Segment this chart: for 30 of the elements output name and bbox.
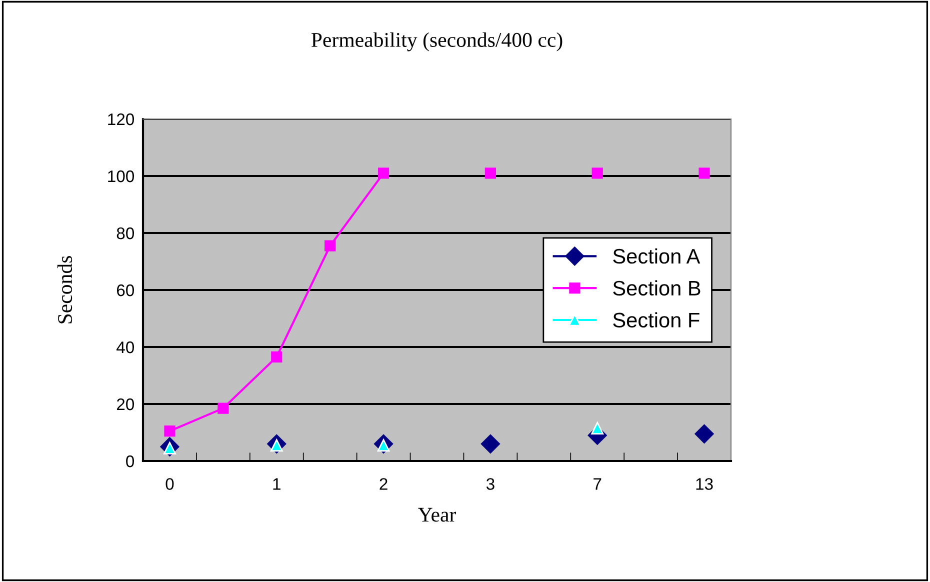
x-tick-label: 13: [696, 478, 713, 490]
point: [378, 168, 390, 179]
legend-label: Section A: [613, 248, 700, 264]
x-tick-label: 1: [273, 478, 280, 490]
x-tick-label: 7: [594, 478, 602, 490]
point: [164, 426, 176, 437]
legend-label: Section B: [613, 280, 700, 296]
point: [698, 168, 710, 179]
point: [592, 168, 603, 179]
point: [484, 168, 496, 179]
x-tick-label: 0: [166, 478, 174, 490]
x-tick-label: 3: [486, 478, 494, 490]
y-tick-label: 120: [108, 113, 134, 126]
x-tick-label: 2: [380, 478, 388, 490]
point: [480, 434, 500, 454]
point: [694, 424, 714, 444]
chart-title: Permeability (seconds/400 cc): [311, 32, 562, 52]
point: [218, 402, 229, 414]
point: [271, 351, 282, 363]
point: [591, 422, 604, 434]
y-axis-title: Seconds: [57, 256, 72, 324]
x-axis-title: Year: [418, 508, 456, 522]
y-tick-label: 20: [116, 398, 134, 410]
y-tick-label: 0: [126, 455, 134, 468]
legend-label: Section F: [613, 312, 700, 328]
y-tick-label: 100: [108, 170, 134, 182]
y-tick-label: 40: [116, 341, 134, 354]
y-tick-label: 80: [116, 227, 134, 240]
point: [324, 240, 336, 252]
y-tick-label: 60: [116, 284, 134, 296]
